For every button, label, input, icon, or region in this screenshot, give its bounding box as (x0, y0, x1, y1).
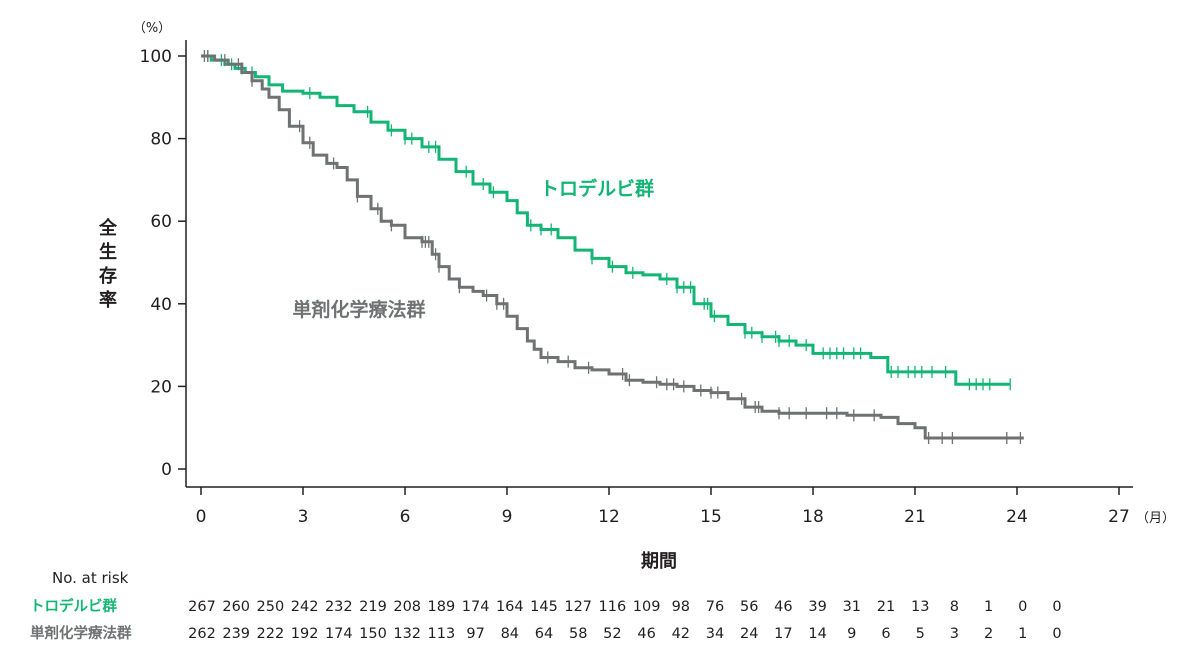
y-tick-label: 40 (150, 295, 172, 315)
at-risk-value: 192 (291, 626, 319, 642)
at-risk-value: 116 (599, 599, 627, 615)
series-layer (201, 50, 1024, 445)
at-risk-value: 219 (359, 599, 387, 615)
at-risk-header: No. at risk (52, 569, 129, 587)
at-risk-value: 262 (188, 626, 216, 642)
y-axis-unit: （%） (133, 21, 171, 36)
x-tick-label: 21 (904, 507, 926, 527)
series-label-chemo: 単剤化学療法群 (292, 298, 425, 321)
axes (185, 40, 1133, 488)
x-tick-label: 0 (196, 507, 207, 527)
at-risk-value: 239 (222, 626, 250, 642)
at-risk-value: 14 (808, 626, 826, 642)
x-tick-label: 15 (700, 507, 722, 527)
at-risk-value: 0 (1052, 626, 1061, 642)
at-risk-value: 6 (881, 626, 890, 642)
at-risk-value: 39 (808, 599, 826, 615)
at-risk-value: 64 (535, 626, 553, 642)
series-label-trodelvy: トロデルビ群 (540, 177, 654, 200)
x-tick-label: 12 (598, 507, 620, 527)
at-risk-value: 8 (950, 599, 959, 615)
at-risk-value: 1 (984, 599, 993, 615)
at-risk-value: 232 (325, 599, 353, 615)
at-risk-value: 98 (672, 599, 690, 615)
x-tick-label: 18 (802, 507, 824, 527)
at-risk-value: 150 (359, 626, 387, 642)
y-axis-title: 全生存率 (98, 217, 118, 311)
x-ticks: 0 3 6 9 12 15 18 21 24 27 (196, 487, 1130, 527)
at-risk-value: 42 (672, 626, 690, 642)
at-risk-value: 189 (428, 599, 456, 615)
at-risk-value: 127 (564, 599, 592, 615)
at-risk-value: 174 (325, 626, 353, 642)
at-risk-value: 31 (843, 599, 861, 615)
at-risk-value: 17 (774, 626, 792, 642)
series-line-0 (201, 54, 1011, 386)
at-risk-value: 174 (462, 599, 490, 615)
at-risk-value: 164 (496, 599, 524, 615)
at-risk-values: 267 260 250 242 232 219 208 189 174 164 145 127 116 1… (188, 599, 1061, 642)
at-risk-value: 46 (637, 626, 655, 642)
at-risk-value: 13 (911, 599, 929, 615)
x-tick-label: 27 (1108, 507, 1130, 527)
x-axis-unit: （月） (1136, 511, 1175, 526)
at-risk-value: 1 (1018, 626, 1027, 642)
at-risk-value: 21 (877, 599, 895, 615)
y-tick-label: 60 (150, 212, 172, 232)
at-risk-value: 0 (1018, 599, 1027, 615)
y-ticks: 0 20 40 60 80 100 (140, 47, 186, 480)
at-risk-value: 113 (428, 626, 456, 642)
at-risk-value: 145 (530, 599, 558, 615)
at-risk-value: 132 (393, 626, 421, 642)
at-risk-value: 76 (706, 599, 724, 615)
at-risk-value: 2 (984, 626, 993, 642)
at-risk-row-label-trodelvy: トロデルビ群 (30, 597, 117, 615)
at-risk-value: 222 (257, 626, 285, 642)
at-risk-value: 52 (603, 626, 621, 642)
at-risk-value: 208 (393, 599, 421, 615)
x-tick-label: 9 (502, 507, 513, 527)
at-risk-value: 3 (950, 626, 959, 642)
at-risk-value: 0 (1052, 599, 1061, 615)
at-risk-value: 109 (633, 599, 661, 615)
at-risk-row-label-chemo: 単剤化学療法群 (30, 624, 132, 642)
at-risk-value: 56 (740, 599, 758, 615)
at-risk-value: 260 (222, 599, 250, 615)
at-risk-value: 24 (740, 626, 758, 642)
y-tick-label: 0 (161, 460, 172, 480)
at-risk-value: 9 (847, 626, 856, 642)
x-axis-title: 期間 (641, 551, 677, 572)
x-tick-label: 6 (400, 507, 411, 527)
at-risk-value: 250 (257, 599, 285, 615)
at-risk-value: 84 (501, 626, 519, 642)
series-line-1 (201, 54, 1024, 440)
at-risk-value: 5 (916, 626, 925, 642)
y-tick-label: 100 (140, 47, 172, 67)
at-risk-value: 97 (466, 626, 484, 642)
at-risk-value: 34 (706, 626, 724, 642)
x-tick-label: 3 (298, 507, 309, 527)
y-tick-label: 20 (150, 377, 172, 397)
at-risk-table: No. at risk トロデルビ群 単剤化学療法群 267 260 250 242 2… (30, 569, 1062, 642)
at-risk-value: 267 (188, 599, 216, 615)
at-risk-value: 58 (569, 626, 587, 642)
at-risk-value: 242 (291, 599, 319, 615)
x-tick-label: 24 (1006, 507, 1028, 527)
y-tick-label: 80 (150, 130, 172, 150)
at-risk-value: 46 (774, 599, 792, 615)
